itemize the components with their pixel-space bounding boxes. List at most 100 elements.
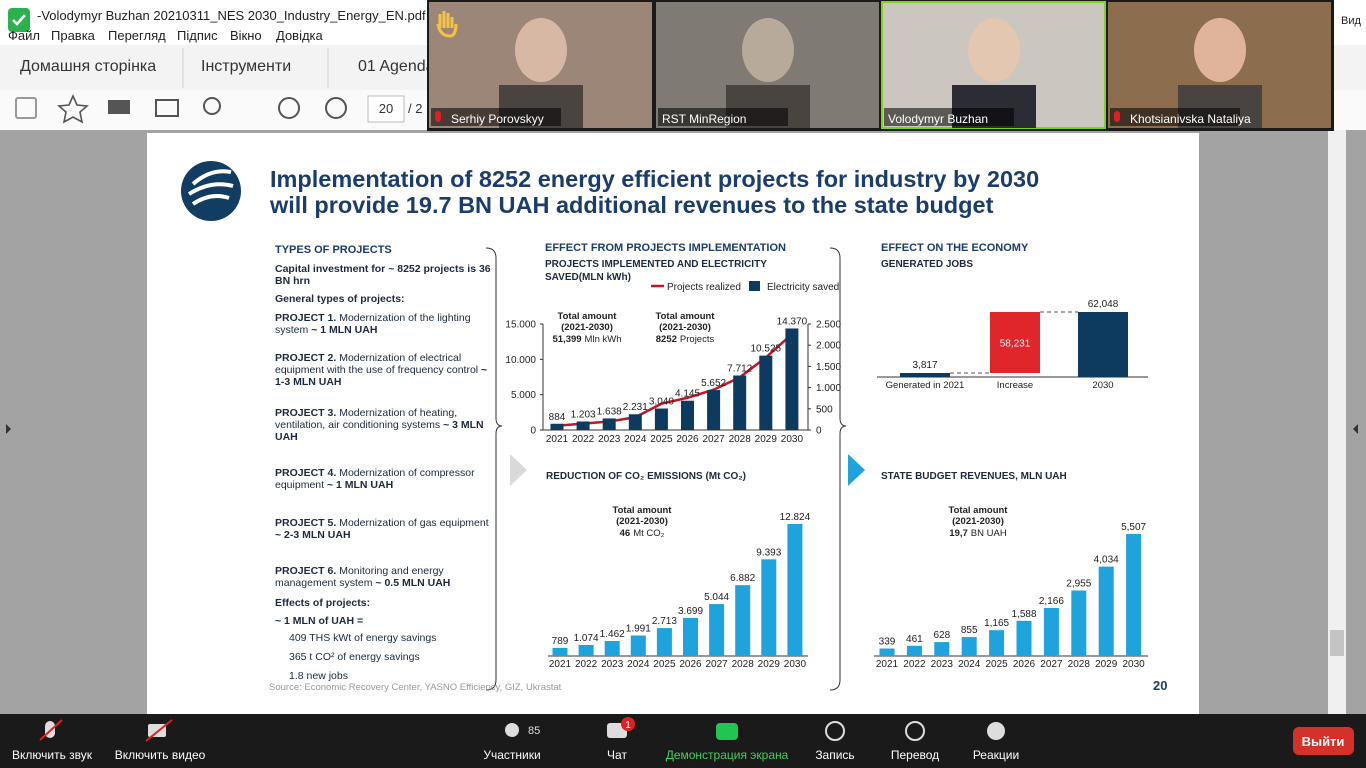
value-label: 461 [906, 634, 923, 645]
next-page[interactable] [325, 97, 347, 119]
value-label: 9.393 [756, 547, 781, 558]
value-label: 1.638 [597, 406, 622, 417]
value-label: 1.462 [600, 629, 625, 640]
mail-icon[interactable] [155, 99, 179, 117]
bar [1016, 620, 1032, 656]
share-icon[interactable] [716, 723, 738, 740]
annotation: 51,399 Mln kWh [552, 334, 621, 345]
x-tick-label: 2026 [1013, 659, 1036, 670]
x-tick-label: Generated in 2021 [886, 380, 965, 391]
zoom-label[interactable]: Включить звук [12, 748, 93, 762]
zoom-label[interactable]: Демонстрация экрана [666, 748, 789, 762]
tab[interactable]: 01 Agenda [358, 58, 435, 75]
zoom-label[interactable]: Чат [607, 748, 627, 762]
y-tick-label: 10.000 [505, 355, 536, 366]
x-tick-label: 2025 [985, 659, 1008, 670]
value-label: 855 [961, 625, 978, 636]
value-label: 12.824 [780, 512, 811, 523]
x-tick-label: 2030 [1122, 659, 1145, 670]
project-label: PROJECT 2. [275, 352, 337, 364]
left-arrow[interactable] [6, 424, 11, 434]
brace [485, 247, 503, 691]
bar [707, 390, 721, 430]
zoom-label[interactable]: Участники [483, 748, 540, 762]
value-label: 1,165 [984, 618, 1009, 629]
zoom-label[interactable]: Реакции [973, 748, 1019, 762]
zoom-bar [0, 714, 1366, 768]
value-label: 789 [552, 636, 569, 647]
bar [630, 635, 646, 656]
x-tick-label: 2023 [931, 659, 954, 670]
annotation: (2021-2030) [616, 516, 668, 527]
value-label: 4.145 [675, 389, 700, 400]
value-label: 1,588 [1011, 609, 1036, 620]
value-label: 4,034 [1094, 555, 1119, 566]
project: PROJECT 3. Modernization of heating, ven… [275, 407, 497, 443]
leave-button[interactable] [1293, 727, 1354, 755]
page-number[interactable]: 20 [379, 101, 393, 116]
annotation-unit: Mt CO₂ [633, 528, 664, 539]
section-heading: EFFECT FROM PROJECTS IMPLEMENTATION [545, 242, 786, 254]
bar [906, 645, 922, 656]
menu-item[interactable]: Правка [51, 28, 96, 43]
annotation-unit: BN UAH [971, 528, 1007, 539]
muted-icon [435, 111, 441, 122]
right-arrow[interactable] [1353, 424, 1358, 434]
page-input[interactable] [367, 95, 405, 123]
bar [989, 630, 1005, 656]
chart-title: STATE BUDGET REVENUES, MLN UAH [881, 471, 1067, 482]
bar [879, 648, 895, 656]
zoom-label[interactable]: Перевод [891, 748, 939, 762]
project-text: Modernization of gas equipment [339, 517, 489, 529]
annotation-value: 51,399 [552, 334, 581, 345]
person [515, 18, 567, 82]
menu-item[interactable]: Вікно [230, 28, 262, 43]
bookmark-icon[interactable] [57, 94, 89, 124]
brace [829, 247, 847, 691]
tab[interactable]: Інструменти [201, 58, 291, 75]
scrollbar[interactable] [1328, 130, 1346, 714]
zoom-label[interactable]: Запись [815, 748, 854, 762]
participants-icon[interactable] [505, 723, 519, 737]
x-tick-label: 2030 [781, 434, 804, 445]
x-tick-label: 2022 [903, 659, 926, 670]
tab[interactable]: Домашня сторінка [20, 58, 156, 75]
project-label: PROJECT 1. [275, 312, 337, 324]
menu-item[interactable]: Перегляд [108, 28, 166, 43]
title-line: Implementation of 8252 energy efficient … [270, 166, 1040, 192]
menu-item[interactable]: Файл [8, 28, 40, 43]
project-cost: ~ 1-3 MLN UAH [275, 364, 488, 388]
mic-icon[interactable] [45, 721, 55, 738]
print-icon[interactable] [108, 100, 130, 114]
project: PROJECT 6. Monitoring and energy managem… [275, 565, 497, 589]
y-tick-label: 5.000 [511, 390, 536, 401]
legend-label: Electricity saved [767, 282, 839, 293]
check-icon [12, 14, 26, 26]
bar [759, 355, 773, 430]
menu-item[interactable]: Підпис [177, 28, 218, 43]
effect-text: 1.8 new jobs [289, 670, 348, 682]
save-icon[interactable] [15, 97, 37, 119]
prev-page[interactable] [278, 97, 300, 119]
bar [578, 644, 594, 656]
capital-text: Capital investment for ~ 8252 projects i… [275, 263, 491, 287]
leave-label[interactable]: Выйти [1302, 734, 1345, 749]
bar [552, 647, 568, 656]
reactions-icon[interactable] [987, 722, 1005, 740]
legend-label: Projects realized [667, 282, 741, 293]
participant-name: Serhiy Porovskyy [451, 112, 544, 126]
translate-icon[interactable] [905, 721, 925, 741]
bar [934, 642, 950, 656]
search-icon[interactable] [203, 97, 221, 115]
zoom-label[interactable]: Включить видео [115, 748, 206, 762]
project-text: Modernization of the lighting system [275, 312, 471, 336]
effect-text: 409 THS kWt of energy savings [289, 632, 437, 644]
scroll-thumb[interactable] [1330, 630, 1344, 656]
x-tick-label: 2024 [627, 659, 650, 670]
effects-intro: ~ 1 MLN of UAH = [275, 615, 364, 627]
menu-item[interactable]: Довідка [276, 28, 324, 43]
bar [1071, 590, 1087, 656]
record-icon[interactable] [825, 721, 845, 741]
view-label[interactable]: Вид [1341, 15, 1361, 27]
name-bg [1110, 108, 1240, 126]
